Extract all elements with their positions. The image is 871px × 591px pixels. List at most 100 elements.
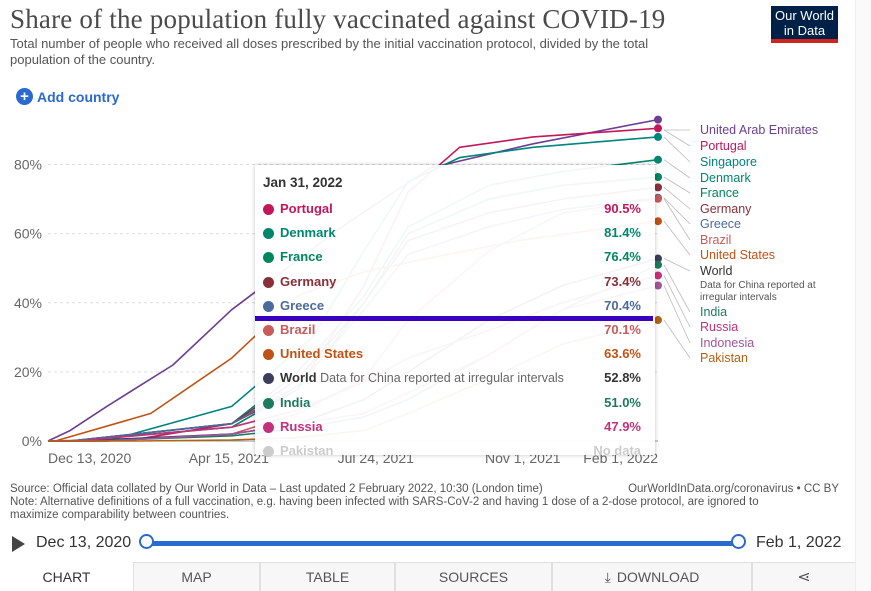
tooltip-value: 70.1% (604, 322, 641, 337)
tooltip-value: 90.5% (604, 201, 641, 216)
timeline-end-label: Feb 1, 2022 (756, 534, 842, 551)
tooltip-country: Russia (280, 418, 323, 434)
series-end-marker (654, 115, 662, 124)
tooltip-dot (263, 397, 274, 409)
logo-line2: in Data (783, 23, 826, 38)
tooltip-country: Brazil (280, 322, 316, 337)
series-end-marker (654, 194, 662, 203)
tab-chart[interactable]: CHART (0, 562, 133, 591)
legend-label[interactable]: Russia (700, 320, 738, 334)
scrollbar[interactable] (855, 0, 871, 591)
tooltip-row: Pakistan No data (263, 441, 647, 461)
tab-sources[interactable]: SOURCES (395, 562, 552, 591)
legend-label[interactable]: France (700, 186, 739, 200)
tooltip-row: France 76.4% (263, 247, 647, 267)
tooltip-value: 52.8% (604, 370, 641, 386)
legend-connector (663, 187, 691, 210)
tooltip-row: India 51.0% (263, 393, 647, 413)
logo-line1: Our World (775, 8, 834, 23)
tooltip-country: Greece (280, 297, 325, 313)
legend-connector (663, 176, 691, 194)
legend-label[interactable]: India (700, 305, 727, 319)
tooltip-country: France (280, 249, 323, 265)
add-country-button[interactable]: + Add country (16, 88, 119, 105)
legend-label[interactable]: United States (700, 248, 775, 262)
tooltip-row: Greece 70.4% (263, 296, 647, 316)
source-line: Source: Official data collated by Our Wo… (10, 483, 543, 495)
legend-label[interactable]: irregular intervals (700, 292, 777, 303)
chart-title: Share of the population fully vaccinated… (10, 4, 666, 34)
play-icon[interactable] (12, 536, 25, 552)
tooltip-value: 81.4% (604, 225, 641, 241)
source-note: Source: Official data collated by Our Wo… (10, 483, 860, 522)
tooltip-value: 51.0% (604, 394, 641, 410)
tooltip-dot (263, 276, 274, 288)
y-tick-label: 80% (14, 157, 42, 173)
timeline-start-handle[interactable] (139, 534, 154, 549)
legend-label[interactable]: Brazil (700, 233, 731, 247)
series-end-marker (654, 260, 662, 269)
source-link[interactable]: OurWorldInData.org/coronavirus • CC BY (628, 483, 839, 495)
tab-share[interactable]: ⋖ (752, 562, 856, 591)
tooltip-country: United States (280, 346, 364, 362)
tab-sources-label: SOURCES (438, 569, 509, 585)
legend-label[interactable]: Portugal (700, 139, 747, 153)
legend-label[interactable]: World (700, 264, 732, 278)
legend-connector (663, 159, 691, 179)
series-end-marker (654, 271, 662, 280)
tooltip-value: 73.4% (604, 273, 641, 289)
timeline-end-handle[interactable] (731, 534, 746, 549)
chart-subtitle: Total number of people who received all … (10, 36, 649, 67)
legend-connector (663, 129, 691, 147)
tooltip-dot (263, 421, 274, 433)
legend-connector (663, 197, 691, 225)
series-end-marker (654, 132, 662, 141)
tooltip-dot (263, 325, 274, 336)
legend-connector (663, 198, 691, 241)
series-end-marker (654, 316, 662, 325)
tooltip-dot (263, 373, 274, 385)
y-tick-label: 60% (14, 226, 42, 242)
y-tick-label: 20% (14, 364, 42, 380)
timeline-start-label: Dec 13, 2020 (36, 534, 132, 551)
legend-connector (663, 258, 691, 272)
legend-connector (663, 285, 691, 344)
tooltip-value: No data (593, 443, 641, 458)
series-end-marker (654, 183, 662, 192)
legend-label[interactable]: Singapore (700, 155, 757, 169)
tab-chart-label: CHART (42, 569, 91, 585)
add-country-label: Add country (37, 88, 120, 105)
tab-table[interactable]: TABLE (260, 562, 395, 591)
legend-label[interactable]: Denmark (700, 171, 751, 185)
legend-label[interactable]: Indonesia (700, 336, 754, 350)
tooltip-row: Germany 73.4% (263, 272, 647, 292)
tooltip-row: Portugal 90.5% (263, 199, 647, 219)
tooltip-row: Denmark 81.4% (263, 223, 647, 243)
tooltip-country: Denmark (280, 225, 336, 241)
series-end-marker (654, 155, 662, 164)
y-tick-label: 40% (14, 295, 42, 311)
legend-label[interactable]: Data for China reported at (700, 280, 816, 291)
legend-label[interactable]: Germany (700, 202, 752, 216)
owid-logo[interactable]: Our World in Data (771, 6, 838, 43)
tooltip-value: 63.6% (604, 346, 641, 362)
timeline: Dec 13, 2020 Feb 1, 2022 (0, 528, 871, 558)
tooltip-date: Jan 31, 2022 (263, 175, 343, 190)
legend-label[interactable]: Greece (700, 217, 741, 231)
tooltip-country: Portugal (280, 201, 333, 216)
legend-label[interactable]: United Arab Emirates (700, 123, 818, 137)
tooltip-note: Data for China reported at irregular int… (316, 371, 564, 386)
share-icon: ⋖ (797, 569, 811, 586)
legend-label[interactable]: Pakistan (700, 351, 748, 365)
tooltip-dot (263, 349, 274, 361)
tab-map-label: MAP (181, 569, 212, 585)
tab-map[interactable]: MAP (133, 562, 260, 591)
legend-connector (663, 220, 691, 256)
tooltip-country: Pakistan (280, 443, 334, 458)
plus-icon: + (16, 88, 33, 105)
overlay-bar (255, 316, 653, 321)
x-tick-label: Apr 15, 2021 (189, 450, 269, 466)
tab-download[interactable]: ⤓ DOWNLOAD (552, 562, 752, 591)
series-end-marker (654, 281, 662, 290)
timeline-track[interactable] (146, 541, 738, 546)
